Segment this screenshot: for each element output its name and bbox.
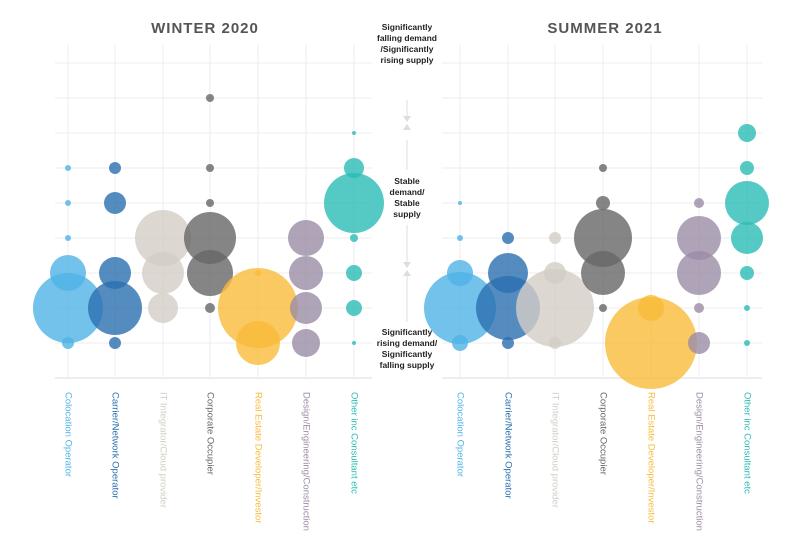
bubble — [574, 209, 632, 267]
category-label: Other inc Consultant etc — [741, 392, 753, 494]
category-label: Real Estate Developer/Investor — [252, 392, 264, 524]
bubble — [599, 164, 607, 172]
category-label: Colocation Operator — [454, 392, 466, 478]
bubble — [516, 269, 594, 347]
bubble — [135, 210, 191, 266]
bubble — [744, 340, 750, 346]
bubble — [346, 300, 362, 316]
bubble — [694, 303, 704, 313]
bubble — [344, 158, 364, 178]
bubble — [581, 251, 625, 295]
bubble — [65, 165, 71, 171]
bubble — [352, 131, 356, 135]
bubble — [104, 192, 126, 214]
bubble — [236, 321, 280, 365]
category-label: Other inc Consultant etc — [348, 392, 360, 494]
bubble — [88, 281, 142, 335]
arrow-up-icon — [403, 124, 411, 130]
bubble — [206, 94, 214, 102]
category-label: Carrier/Network Operator — [109, 392, 121, 499]
bubble — [288, 220, 324, 256]
bubble — [502, 337, 514, 349]
bubble — [187, 250, 233, 296]
bubble — [206, 199, 214, 207]
arrow-down-icon — [403, 262, 411, 268]
annotation-top: Significantly falling demand /Significan… — [377, 22, 437, 65]
bubble — [731, 222, 763, 254]
bubble — [184, 212, 236, 264]
bubble — [109, 162, 121, 174]
bubble — [424, 272, 496, 344]
bubble — [605, 297, 697, 389]
category-label: Colocation Operator — [62, 392, 74, 478]
panel-title-summer: SUMMER 2021 — [547, 20, 663, 37]
arrow-down-icon — [403, 116, 411, 122]
bubble — [352, 341, 356, 345]
annotation-middle: Stable demand/ Stable supply — [389, 176, 425, 219]
category-label: Design/Engineering/Construction — [300, 392, 312, 531]
bubble — [290, 292, 322, 324]
bubble — [292, 329, 320, 357]
bubble — [458, 201, 462, 205]
bubble — [488, 253, 528, 293]
bubble — [447, 260, 473, 286]
bubble — [65, 235, 71, 241]
category-label: Design/Engineering/Construction — [693, 392, 705, 531]
bubble — [638, 295, 664, 321]
bubble — [544, 262, 566, 284]
annotation-bottom: Significantly rising demand/ Significant… — [376, 327, 438, 370]
bubble — [148, 293, 178, 323]
bubble — [502, 232, 514, 244]
bubble — [549, 337, 561, 349]
bubble — [142, 252, 184, 294]
bubble — [33, 273, 103, 343]
bubble — [99, 257, 131, 289]
bubble — [725, 181, 769, 225]
bubble — [324, 173, 384, 233]
panel-title-winter: WINTER 2020 — [151, 20, 259, 37]
bubble — [62, 337, 74, 349]
category-label: Corporate Occupier — [597, 392, 609, 475]
bubble — [218, 268, 298, 348]
bubble — [206, 164, 214, 172]
bubble — [599, 304, 607, 312]
category-label: Real Estate Developer/Investor — [645, 392, 657, 524]
bubble — [549, 232, 561, 244]
bubble — [740, 161, 754, 175]
bubble — [744, 305, 750, 311]
bubble — [289, 256, 323, 290]
bubble — [452, 335, 468, 351]
category-label: IT Integrator/Cloud provider — [157, 392, 169, 508]
bubble — [688, 332, 710, 354]
bubble — [694, 198, 704, 208]
bubble — [677, 251, 721, 295]
bubble — [677, 216, 721, 260]
bubble — [109, 337, 121, 349]
bubble — [346, 265, 362, 281]
bubble — [740, 266, 754, 280]
bubble — [350, 234, 358, 242]
bubble — [255, 270, 261, 276]
arrow-up-icon — [403, 270, 411, 276]
category-label: IT Integrator/Cloud provider — [549, 392, 561, 508]
bubble — [65, 200, 71, 206]
bubble — [205, 303, 215, 313]
bubble — [738, 124, 756, 142]
bubble — [596, 196, 610, 210]
bubble — [457, 235, 463, 241]
category-label: Carrier/Network Operator — [502, 392, 514, 499]
category-label: Corporate Occupier — [204, 392, 216, 475]
bubble — [50, 255, 86, 291]
